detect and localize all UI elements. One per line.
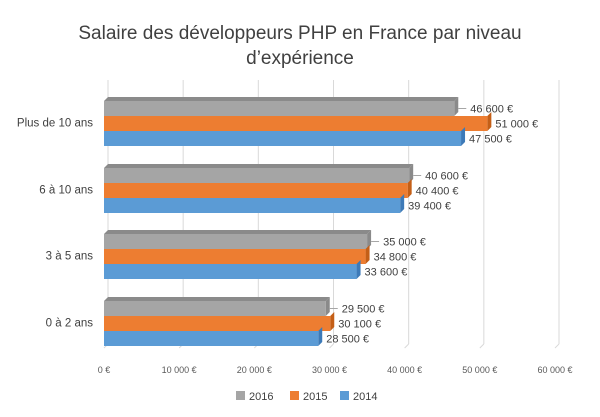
x-axis-ticks: 0 € 10 000 € 20 000 € 30 000 € 40 000 € 50 00… <box>98 365 573 375</box>
bar-2015 <box>104 249 366 264</box>
x-tick-label: 0 € <box>98 365 111 375</box>
gridline-foot <box>479 343 485 349</box>
x-tick-label: 40 000 € <box>387 365 422 375</box>
data-label: 47 500 € <box>469 134 512 146</box>
x-tick-label: 30 000 € <box>312 365 347 375</box>
bar-side-face <box>318 327 323 346</box>
data-label: 40 600 € <box>425 171 468 183</box>
data-label: 29 500 € <box>342 304 385 316</box>
legend-label: 2014 <box>353 391 377 403</box>
data-label: 35 000 € <box>383 237 426 249</box>
bar-side-face <box>356 260 361 279</box>
bar-top-face <box>104 230 372 234</box>
category-label: 0 à 2 ans <box>46 318 94 330</box>
chart-title-line-2: d’expérience <box>246 48 354 69</box>
legend-swatch-2016 <box>236 391 245 400</box>
bar-side-face <box>409 164 414 183</box>
category-label: Plus de 10 ans <box>17 118 93 130</box>
x-tick-label: 10 000 € <box>162 365 197 375</box>
gridline-foot <box>329 343 334 349</box>
bar-side-face <box>325 297 330 316</box>
bar-2016 <box>104 101 455 116</box>
bar-2014 <box>104 331 319 346</box>
data-labels: 46 600 € 51 000 € 47 500 € 40 600 € 40 400 €… <box>326 104 538 346</box>
bar-side-face <box>367 230 372 249</box>
data-label: 33 600 € <box>365 267 408 279</box>
bar-2016 <box>104 234 368 249</box>
legend-swatch-2015 <box>290 391 299 400</box>
bar-2014 <box>104 264 357 279</box>
bar-side-face <box>454 97 459 116</box>
bar-side-face <box>330 312 335 331</box>
bar-top-face <box>104 164 414 168</box>
category-label: 3 à 5 ans <box>46 251 94 263</box>
legend-label: 2015 <box>303 391 327 403</box>
x-tick-label: 20 000 € <box>237 365 272 375</box>
gridline-foot <box>404 343 410 349</box>
bar-2015 <box>104 183 408 198</box>
bar-2014 <box>104 131 462 146</box>
chart-title-line-1: Salaire des développeurs PHP en France p… <box>78 23 521 44</box>
bar-2015 <box>104 116 488 131</box>
bar-top-face <box>104 297 330 301</box>
legend-swatch-2014 <box>340 391 349 400</box>
legend: 2016 2015 2014 <box>236 391 377 403</box>
bar-side-face <box>407 179 412 198</box>
data-label: 30 100 € <box>338 319 381 331</box>
data-label: 40 400 € <box>416 186 459 198</box>
x-tick-label: 60 000 € <box>537 365 572 375</box>
bar-2014 <box>104 198 401 213</box>
bar-2015 <box>104 316 331 331</box>
bar-side-face <box>487 112 492 131</box>
data-label: 46 600 € <box>470 104 513 116</box>
category-label: 6 à 10 ans <box>39 185 93 197</box>
bars <box>104 97 492 346</box>
legend-label: 2016 <box>249 391 273 403</box>
bar-side-face <box>365 245 370 264</box>
bar-2016 <box>104 168 410 183</box>
bar-side-face <box>461 127 466 146</box>
category-labels: Plus de 10 ans 6 à 10 ans 3 à 5 ans 0 à 2 a… <box>17 118 93 330</box>
bar-side-face <box>400 194 405 213</box>
data-label: 39 400 € <box>408 201 451 213</box>
x-tick-label: 50 000 € <box>462 365 497 375</box>
gridline-foot <box>554 343 560 349</box>
bar-2016 <box>104 301 326 316</box>
data-label: 34 800 € <box>374 252 417 264</box>
data-label: 51 000 € <box>495 119 538 131</box>
bar-top-face <box>104 97 459 101</box>
data-label: 28 500 € <box>326 334 369 346</box>
